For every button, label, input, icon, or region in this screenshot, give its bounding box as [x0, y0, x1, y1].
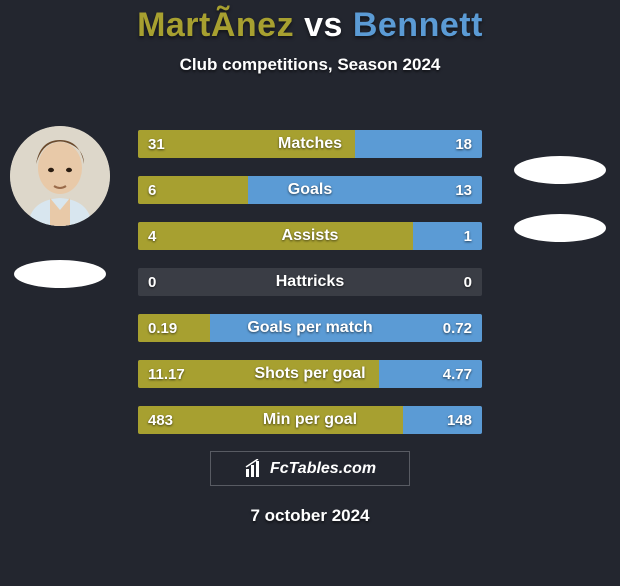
- player1-club-badge: [14, 260, 106, 288]
- stat-bars: 3118Matches 613Goals 41Assists 00Hattricks 0…: [138, 130, 482, 452]
- stat-label: Min per goal: [138, 406, 482, 434]
- stat-label: Assists: [138, 222, 482, 250]
- fctables-logo: FcTables.com: [210, 451, 410, 486]
- stat-label: Goals: [138, 176, 482, 204]
- logo-text: FcTables.com: [270, 460, 376, 478]
- player1-photo: [10, 126, 110, 226]
- player2-club-badge-top: [514, 156, 606, 184]
- comparison-title: MartÃ­nez vs Bennett: [0, 6, 620, 45]
- stat-row: 00Hattricks: [138, 268, 482, 296]
- stat-row: 613Goals: [138, 176, 482, 204]
- stat-row: 3118Matches: [138, 130, 482, 158]
- title-player1: MartÃ­nez: [137, 6, 294, 44]
- player2-club-badge-bottom: [514, 214, 606, 242]
- subtitle: Club competitions, Season 2024: [0, 55, 620, 75]
- stat-row: 11.174.77Shots per goal: [138, 360, 482, 388]
- stat-row: 483148Min per goal: [138, 406, 482, 434]
- stat-label: Shots per goal: [138, 360, 482, 388]
- player1-column: [5, 126, 115, 288]
- title-player2: Bennett: [353, 6, 483, 44]
- stat-label: Hattricks: [138, 268, 482, 296]
- stat-label: Matches: [138, 130, 482, 158]
- date: 7 october 2024: [0, 506, 620, 526]
- player2-column: [505, 126, 615, 242]
- player1-avatar: [10, 126, 110, 226]
- stat-label: Goals per match: [138, 314, 482, 342]
- title-vs: vs: [304, 6, 343, 44]
- stat-row: 0.190.72Goals per match: [138, 314, 482, 342]
- chart-icon: [244, 459, 264, 479]
- stat-row: 41Assists: [138, 222, 482, 250]
